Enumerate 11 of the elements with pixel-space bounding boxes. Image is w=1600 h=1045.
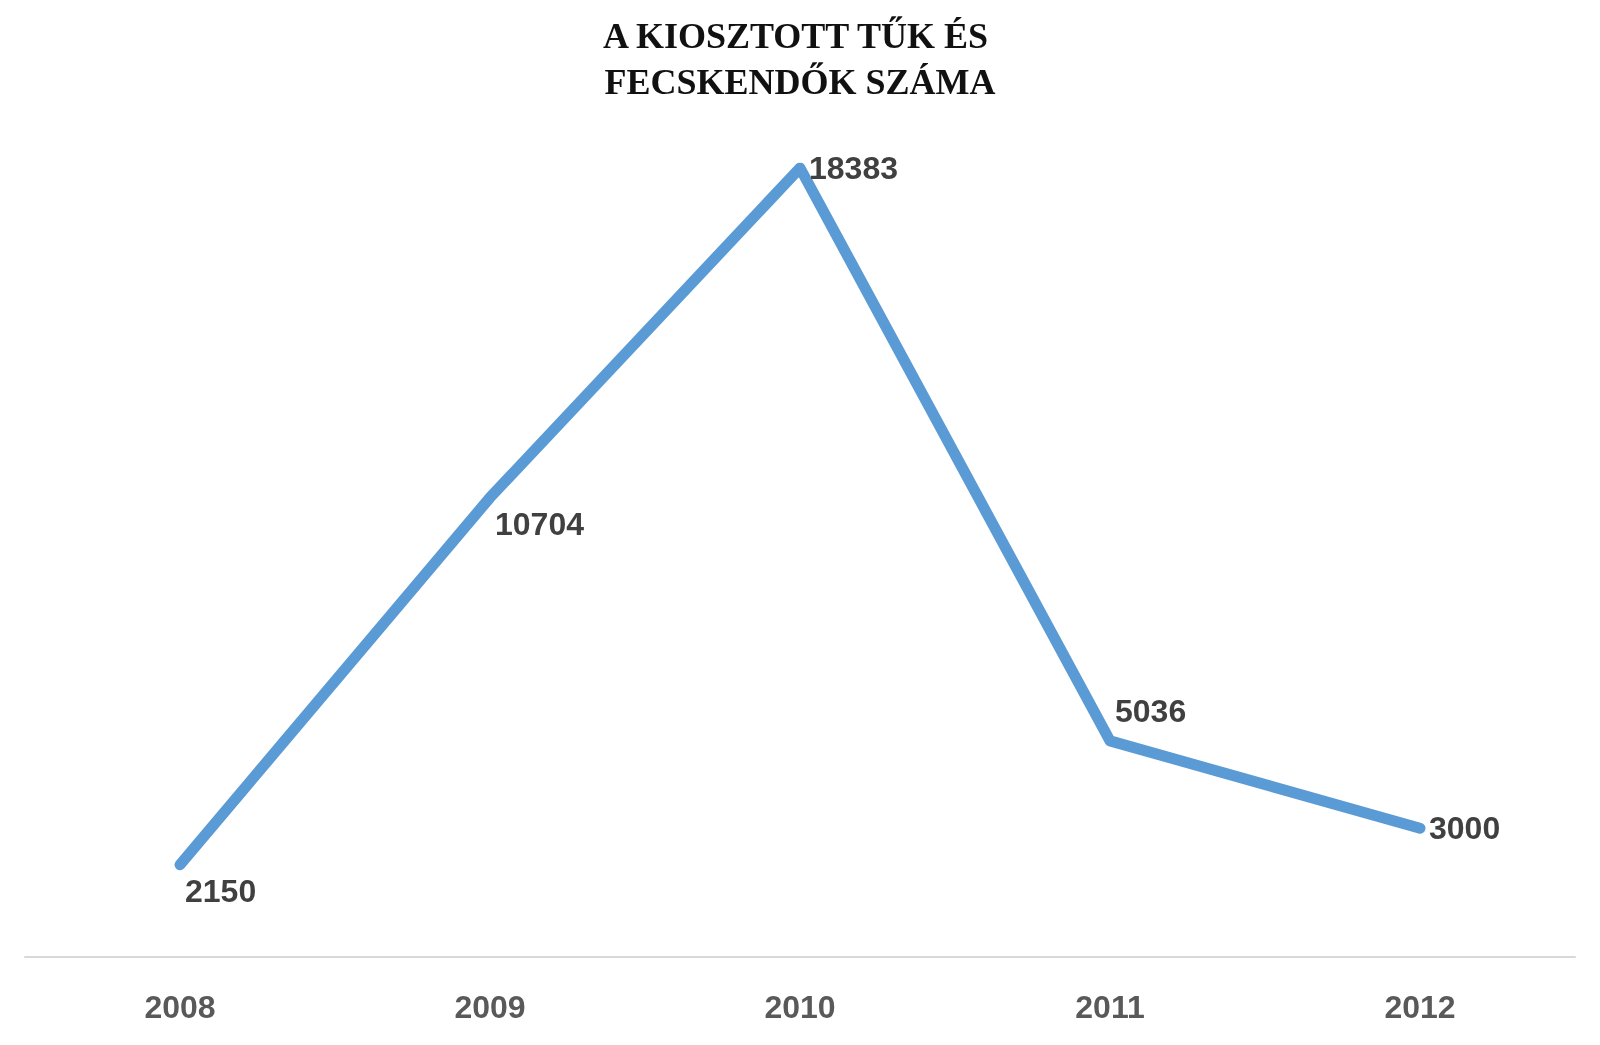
data-label: 10704 [495, 505, 585, 542]
data-label: 2150 [185, 872, 257, 909]
data-label: 5036 [1115, 692, 1187, 729]
chart-title: A KIOSZTOTT TŰK ÉS FECSKENDŐK SZÁMA [602, 16, 998, 102]
x-tick-label: 2010 [764, 989, 836, 1025]
x-tick-label: 2008 [144, 989, 216, 1025]
data-label: 3000 [1429, 810, 1501, 847]
x-tick-label: 2011 [1075, 989, 1145, 1025]
x-tick-label: 2009 [454, 989, 526, 1025]
x-tick-label: 2012 [1384, 989, 1456, 1025]
data-label: 18383 [809, 150, 898, 186]
